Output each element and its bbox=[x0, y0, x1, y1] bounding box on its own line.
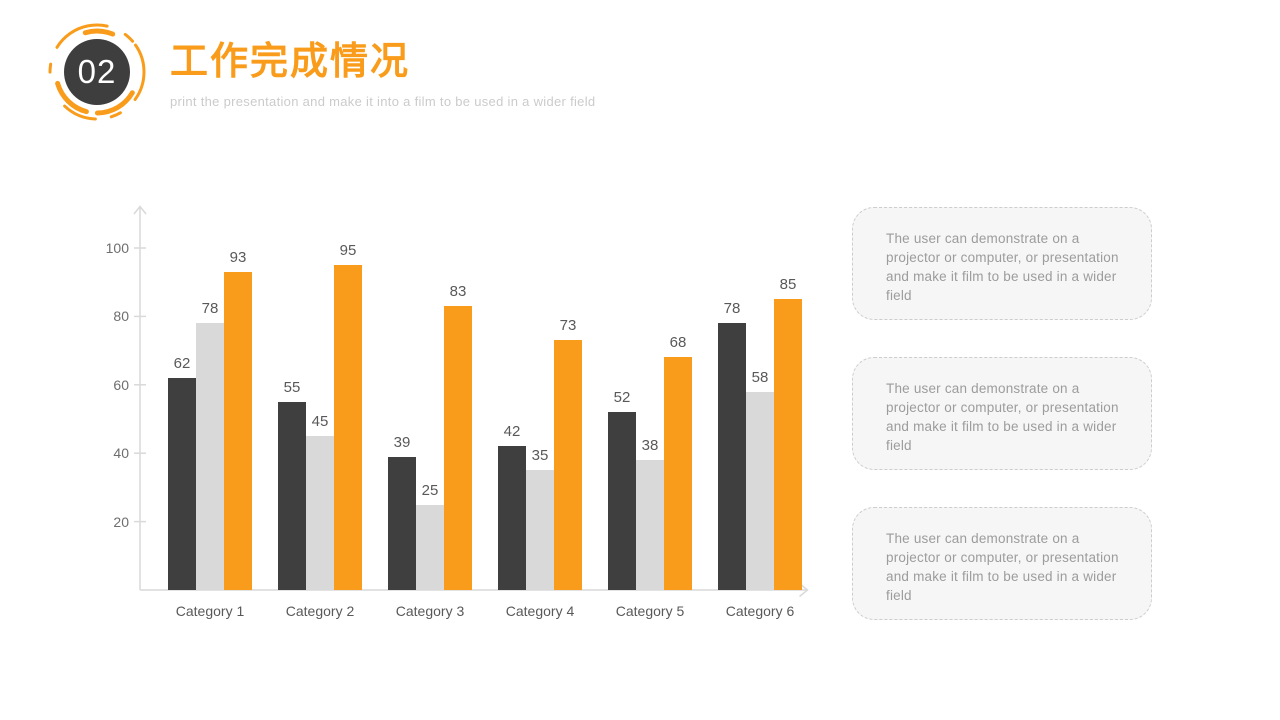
section-number-circle: 02 bbox=[64, 39, 130, 105]
category-label: Category 4 bbox=[505, 603, 575, 619]
header: 工作完成情况 print the presentation and make i… bbox=[170, 41, 596, 109]
grouped-bar-chart: 20 40 60 80 100 62 78 93 Category 1 55 45 95 Catego… bbox=[95, 195, 825, 635]
bar-value-label: 45 bbox=[311, 413, 329, 431]
bar-value-label: 35 bbox=[531, 447, 549, 465]
bar-group: 78 58 85 Category 6 bbox=[718, 276, 802, 619]
bar-orange: 68 bbox=[664, 334, 692, 590]
note-text: The user can demonstrate on a projector … bbox=[886, 381, 1119, 454]
bar-light: 38 bbox=[636, 437, 664, 590]
y-axis-tick-labels: 20 40 60 80 100 bbox=[95, 195, 825, 635]
bar-value-label: 62 bbox=[173, 355, 191, 372]
bar-value-label: 42 bbox=[503, 423, 521, 441]
bar-light: 25 bbox=[416, 482, 444, 590]
bar-value-label: 55 bbox=[283, 378, 301, 396]
bar-dark: 39 bbox=[388, 434, 416, 590]
note-box: The user can demonstrate on a projector … bbox=[852, 507, 1152, 620]
bar-value-label: 38 bbox=[641, 437, 659, 454]
bar-dark: 52 bbox=[608, 389, 636, 590]
bar-group: 39 25 83 Category 3 bbox=[388, 283, 472, 619]
badge-ring-decoration-icon bbox=[48, 23, 146, 121]
bar-value-label: 73 bbox=[559, 317, 577, 335]
bar-orange: 73 bbox=[554, 317, 582, 590]
category-label: Category 3 bbox=[395, 603, 465, 619]
bar-light: 58 bbox=[746, 369, 774, 590]
y-axis-tick-label: 60 bbox=[113, 376, 129, 393]
bar-light: 45 bbox=[306, 413, 334, 590]
bar-dark: 62 bbox=[168, 355, 196, 590]
notes-panel: The user can demonstrate on a projector … bbox=[852, 207, 1152, 657]
bar-value-label: 83 bbox=[449, 283, 467, 301]
bar-value-label: 68 bbox=[669, 334, 687, 352]
page-subtitle: print the presentation and make it into … bbox=[170, 93, 596, 109]
y-axis-tick-label: 80 bbox=[113, 308, 129, 325]
bar-value-label: 25 bbox=[421, 481, 439, 499]
note-text: The user can demonstrate on a projector … bbox=[886, 231, 1119, 304]
category-label: Category 1 bbox=[175, 603, 245, 619]
y-axis-tick-label: 100 bbox=[105, 240, 129, 256]
bar-orange: 85 bbox=[774, 276, 802, 590]
y-axis-tick-label: 40 bbox=[113, 445, 129, 462]
bar-light: 35 bbox=[526, 447, 554, 590]
category-label: Category 5 bbox=[615, 603, 685, 619]
bar-orange: 93 bbox=[224, 249, 252, 590]
bar-dark: 42 bbox=[498, 423, 526, 590]
section-number: 02 bbox=[77, 53, 117, 90]
bar-dark: 55 bbox=[278, 379, 306, 590]
chart-axes bbox=[133, 205, 809, 598]
bar-value-label: 95 bbox=[339, 242, 357, 260]
bar-value-label: 78 bbox=[723, 300, 741, 318]
note-text: The user can demonstrate on a projector … bbox=[886, 531, 1119, 604]
category-label: Category 2 bbox=[285, 603, 355, 619]
note-box: The user can demonstrate on a projector … bbox=[852, 207, 1152, 320]
bar-value-label: 93 bbox=[229, 248, 247, 266]
bar-groups: 62 78 93 Category 1 55 45 95 Category 2 39 25 83 Ca… bbox=[168, 242, 802, 619]
x-axis-arrow-icon bbox=[799, 582, 809, 598]
bar-light: 78 bbox=[196, 300, 224, 590]
bar-value-label: 52 bbox=[613, 389, 631, 407]
bar-value-label: 39 bbox=[393, 433, 411, 451]
page-title: 工作完成情况 bbox=[170, 41, 411, 83]
y-axis-arrow-icon bbox=[133, 205, 147, 215]
bar-value-label: 85 bbox=[779, 276, 797, 294]
bar-orange: 83 bbox=[444, 283, 472, 590]
bar-value-label: 58 bbox=[751, 368, 769, 386]
section-number-badge: 02 bbox=[42, 17, 152, 127]
bar-group: 52 38 68 Category 5 bbox=[608, 334, 692, 619]
category-label: Category 6 bbox=[725, 603, 795, 619]
bar-group: 62 78 93 Category 1 bbox=[168, 249, 252, 619]
note-box: The user can demonstrate on a projector … bbox=[852, 357, 1152, 470]
bar-dark: 78 bbox=[718, 300, 746, 590]
y-axis-tick-label: 20 bbox=[113, 513, 129, 530]
bar-group: 55 45 95 Category 2 bbox=[278, 242, 362, 619]
bar-value-label: 78 bbox=[201, 300, 219, 318]
bar-orange: 95 bbox=[334, 242, 362, 590]
bar-group: 42 35 73 Category 4 bbox=[498, 317, 582, 619]
